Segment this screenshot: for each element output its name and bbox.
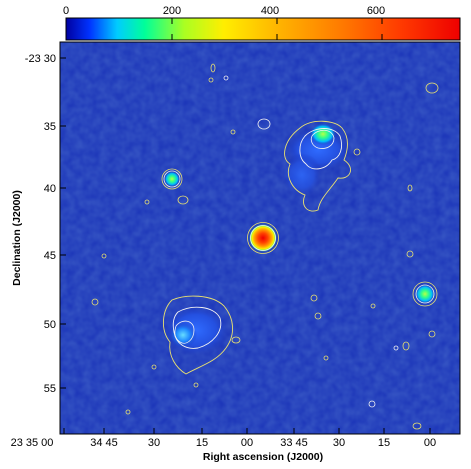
colorbar-gradient [65,17,461,41]
x-tick-label: 15 [378,437,390,449]
y-axis: -23 30 35 40 45 50 55 Declination (J2000… [11,53,66,395]
x-tick-label: 34 45 [90,437,118,449]
y-tick-label: 35 [44,121,56,133]
y-tick-label: 55 [44,383,56,395]
x-axis: 23 35 00 34 45 30 15 00 33 45 30 15 00 R… [11,428,436,463]
colorbar-tick-label: 0 [63,5,69,17]
extended-source-lower-left [162,295,233,375]
colorbar: 0 200 400 600 [63,5,461,41]
y-axis-title: Declination (J2000) [11,190,23,286]
colorbar-tick-label: 400 [261,5,279,17]
colorbar-tick-label: 600 [367,5,385,17]
x-tick-label: 30 [333,437,345,449]
compact-source-left [161,168,189,205]
x-axis-title: Right ascension (J2000) [203,451,323,463]
x-tick-label: 23 35 00 [11,437,54,449]
bright-compact-source [247,222,279,254]
plot-frame [59,41,461,435]
y-tick-label: 50 [44,319,56,331]
x-tick-label: 33 45 [280,437,308,449]
y-tick-label: 40 [44,183,56,195]
x-tick-label: 30 [148,437,160,449]
compact-source-right [412,281,438,307]
y-tick-label: -23 30 [25,53,56,65]
y-tick-label: 45 [44,250,56,262]
x-tick-label: 00 [241,437,253,449]
x-tick-label: 15 [196,437,208,449]
x-tick-label: 00 [424,437,436,449]
extended-source-upper-right [282,120,352,212]
colorbar-tick-label: 200 [163,5,181,17]
sky-image [60,42,460,434]
noise-contours [91,63,439,430]
